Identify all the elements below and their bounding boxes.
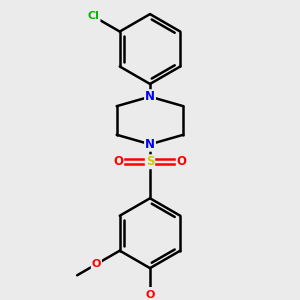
Text: Cl: Cl xyxy=(88,11,100,22)
Text: O: O xyxy=(92,259,101,269)
Text: O: O xyxy=(145,290,155,300)
Text: N: N xyxy=(145,138,155,151)
Text: O: O xyxy=(177,155,187,168)
Text: O: O xyxy=(113,155,123,168)
Text: S: S xyxy=(146,155,154,168)
Text: N: N xyxy=(145,90,155,103)
